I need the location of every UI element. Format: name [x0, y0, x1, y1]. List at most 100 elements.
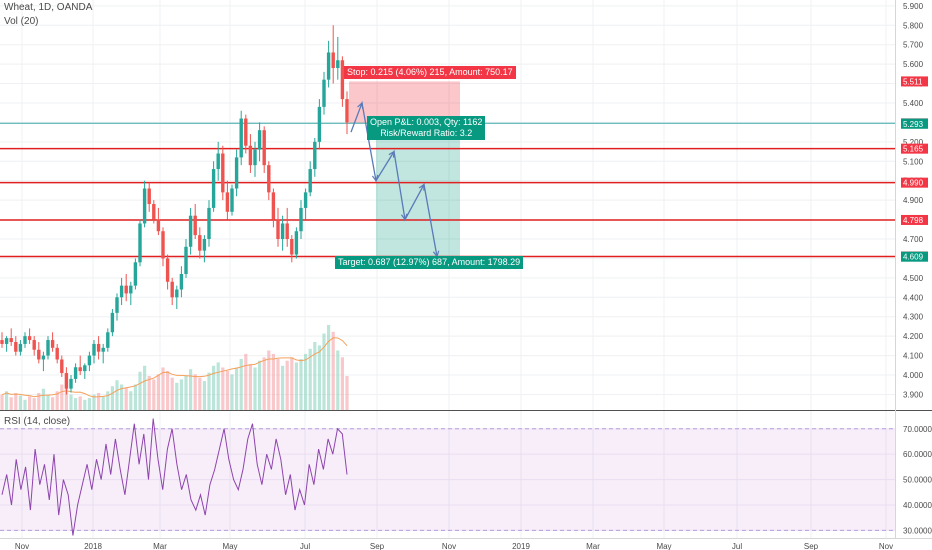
price-tick-label: 5.400: [903, 99, 924, 108]
price-tick-label: 5.800: [903, 21, 924, 30]
rsi-tick-label: 60.0000: [903, 450, 932, 459]
candle-body: [290, 239, 294, 255]
volume-bar: [235, 367, 239, 410]
candle-body: [244, 118, 248, 146]
candle-body: [46, 340, 50, 356]
candle-body: [326, 52, 331, 80]
volume-bar: [230, 374, 234, 410]
volume-bar: [83, 399, 87, 410]
volume-bar: [120, 384, 124, 410]
volume-bar: [336, 350, 340, 410]
price-tick-label: 5.600: [903, 60, 924, 69]
volume-bar: [267, 350, 271, 410]
volume-bar: [129, 391, 133, 410]
position-tool[interactable]: [0, 81, 895, 257]
volume-bar: [51, 397, 55, 410]
candle-body: [161, 231, 165, 259]
candle-body: [294, 231, 299, 255]
volume-bar: [216, 362, 220, 410]
projection-arrowhead: [357, 101, 364, 110]
volume-bar: [202, 381, 206, 410]
volume-bar: [175, 382, 179, 410]
volume-bar: [124, 387, 128, 410]
time-tick-label: May: [222, 542, 237, 550]
volume-bar: [276, 359, 280, 410]
candle-body: [322, 79, 326, 107]
volume-bar: [92, 394, 96, 410]
price-tick-label: 4.200: [903, 332, 924, 341]
price-badge-label: 5.293: [903, 120, 924, 129]
candle-body: [23, 336, 27, 344]
volume-bar: [285, 360, 289, 410]
target-zone: [376, 123, 460, 257]
axes: 5.9005.8005.7005.6005.5005.4005.3005.200…: [15, 2, 932, 550]
volume-bar: [198, 377, 202, 410]
volume-bar: [138, 371, 142, 410]
candle-body: [9, 338, 13, 342]
volume-bar: [322, 333, 326, 410]
volume-bar: [87, 398, 91, 410]
candle-body: [221, 153, 225, 193]
price-badge: [901, 251, 928, 262]
target-label: Target: 0.687 (12.97%) 687, Amount: 1798…: [335, 256, 524, 269]
price-tick-label: 5.700: [903, 41, 924, 50]
volume-bar: [271, 353, 275, 410]
price-badge: [901, 177, 928, 188]
candle-body: [142, 188, 147, 224]
price-badge-label: 4.798: [903, 216, 924, 225]
volume-bar: [101, 396, 105, 410]
candle-body: [37, 349, 41, 360]
volume-bar: [313, 342, 317, 410]
volume-bar: [308, 348, 312, 410]
volume-bar: [331, 331, 335, 410]
candle-body: [27, 336, 32, 341]
volume-bar: [299, 359, 303, 410]
time-tick-label: May: [656, 542, 671, 550]
rsi-line: [1, 418, 348, 536]
candle-body: [340, 60, 345, 100]
candle-body: [78, 367, 82, 372]
volume-bar: [55, 391, 59, 410]
volume-bar: [225, 370, 229, 410]
candle-body: [119, 285, 124, 298]
volume-bar: [189, 369, 193, 410]
candlestick-series: [0, 25, 349, 395]
volume-bar: [32, 398, 36, 410]
rsi-tick-label: 50.0000: [903, 476, 932, 485]
candle-body: [193, 215, 197, 236]
price-tick-label: 5.200: [903, 138, 924, 147]
price-tick-label: 4.400: [903, 293, 924, 302]
candle-body: [271, 192, 276, 220]
price-tick-label: 5.100: [903, 157, 924, 166]
candle-body: [267, 165, 271, 193]
stop-label: Stop: 0.215 (4.06%) 215, Amount: 750.17: [344, 66, 516, 79]
volume-bar: [97, 393, 101, 410]
projection-path[interactable]: [350, 100, 440, 258]
volume-bar: [281, 365, 285, 410]
volume-legend: Vol (20): [4, 16, 39, 27]
price-badge-label: 5.165: [903, 145, 924, 154]
candle-body: [313, 141, 317, 170]
volume-bar: [304, 353, 308, 410]
open-pnl-text: Open P&L: 0.003, Qty: 1162: [370, 117, 483, 127]
candle-body: [234, 157, 239, 189]
volume-bar: [37, 393, 41, 410]
candle-body: [202, 239, 207, 251]
candle-body: [110, 312, 115, 333]
price-tick-label: 4.100: [903, 352, 924, 361]
candle-body: [280, 223, 285, 240]
volume-bar: [14, 393, 18, 410]
volume-bar: [23, 399, 27, 410]
candle-body: [253, 149, 257, 166]
candle-body: [115, 297, 119, 313]
volume-bar: [207, 372, 211, 410]
candle-body: [147, 188, 151, 205]
time-tick-label: Sep: [370, 542, 385, 550]
price-badge-label: 4.990: [903, 179, 924, 188]
candle-body: [165, 258, 170, 282]
price-badge: [901, 76, 928, 87]
candle-body: [248, 145, 253, 166]
candle-body: [308, 169, 312, 193]
candle-body: [4, 338, 9, 344]
